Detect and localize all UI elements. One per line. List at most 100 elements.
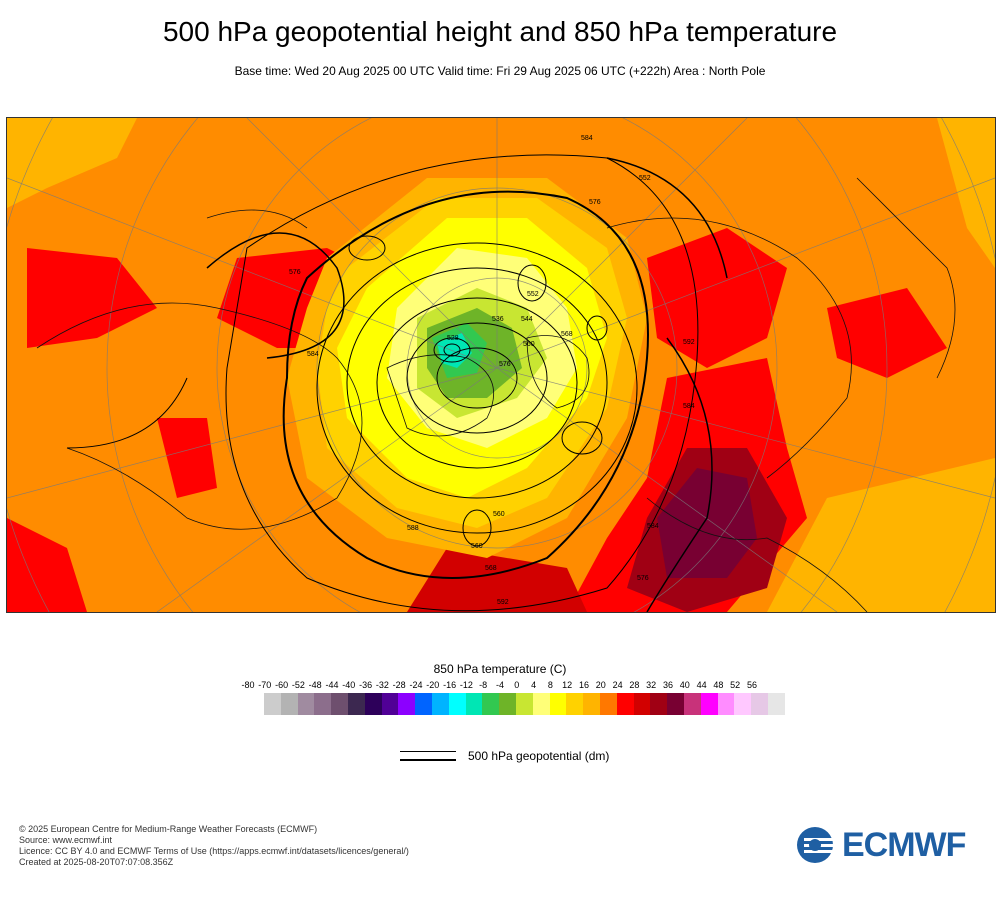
colorbar-swatch <box>532 693 550 715</box>
colorbar-tick-label: 56 <box>746 680 757 690</box>
colorbar-swatch <box>347 693 365 715</box>
legend-title: 850 hPa temperature (C) <box>433 662 567 676</box>
colorbar-tick-label: -24 <box>409 680 423 690</box>
contour-label: 576 <box>637 575 649 582</box>
colorbar-swatch <box>583 693 600 715</box>
temperature-field <box>7 118 995 612</box>
colorbar-swatch <box>717 693 735 715</box>
colorbar-tick-label: 16 <box>578 680 589 690</box>
contour-label: 584 <box>647 523 659 530</box>
colorbar-swatch <box>264 693 281 715</box>
colorbar-tick-label: 36 <box>662 680 673 690</box>
contour-label: 568 <box>485 565 497 572</box>
colorbar-tick-label: 48 <box>713 680 724 690</box>
temperature-colorbar: -80 -70 -60 -52 -48 -44 -40 -36 -32 -28 -24 -20 -16-… <box>241 680 785 720</box>
colorbar-swatch <box>734 693 752 715</box>
chart-title: 500 hPa geopotential height and 850 hPa … <box>162 16 838 47</box>
colorbar-tick-label: 52 <box>730 680 741 690</box>
licence-text: Licence: CC BY 4.0 and ECMWF Terms of Us… <box>19 846 409 856</box>
colorbar-swatch <box>700 693 718 715</box>
contour-label: 576 <box>499 361 511 368</box>
colorbar-tick-label: -12 <box>459 680 473 690</box>
colorbar-swatch <box>751 693 768 715</box>
colorbar-swatch <box>398 693 416 715</box>
colorbar-swatch <box>515 693 533 715</box>
weather-map: 528 536 544 552 560 568 576 584 592 552 … <box>6 117 996 613</box>
contour-label: 544 <box>521 316 533 323</box>
contour-label: 536 <box>492 316 504 323</box>
colorbar-tick-label: 40 <box>679 680 690 690</box>
colorbar-swatch <box>331 693 348 715</box>
colorbar-tick-label: 32 <box>646 680 657 690</box>
contour-label: 568 <box>561 331 573 338</box>
colorbar-tick-label: 44 <box>696 680 707 690</box>
colorbar-tick-label: 4 <box>531 680 537 690</box>
colorbar-tick-label: -28 <box>392 680 406 690</box>
colorbar-tick-label: -32 <box>375 680 389 690</box>
colorbar-swatch <box>381 693 399 715</box>
contour-label: 528 <box>447 335 459 342</box>
copyright-text: © 2025 European Centre for Medium-Range … <box>19 824 318 834</box>
credits: © 2025 European Centre for Medium-Range … <box>19 824 409 868</box>
colorbar-tick-label: -8 <box>479 680 488 690</box>
contour-labels: 528 536 544 552 560 568 576 584 592 552 … <box>289 135 695 606</box>
contour-label: 560 <box>471 543 483 550</box>
colorbar-swatch <box>599 693 617 715</box>
colorbar-swatch <box>431 693 449 715</box>
geopotential-contours <box>66 154 728 612</box>
created-text: Created at 2025-08-20T07:07:08.356Z <box>19 857 174 867</box>
ecmwf-logo-text: ECMWF <box>842 826 966 864</box>
colorbar-swatch <box>667 693 684 715</box>
contour-label: 584 <box>581 135 593 142</box>
colorbar-swatch <box>448 693 466 715</box>
colorbar-tick-label: 12 <box>562 680 573 690</box>
colorbar-swatch <box>650 693 668 715</box>
colorbar-swatch <box>465 693 483 715</box>
colorbar-tick-label: 8 <box>547 680 553 690</box>
colorbar-swatch <box>767 693 785 715</box>
contour-label: 584 <box>307 351 319 358</box>
colorbar-tick-label: 28 <box>629 680 640 690</box>
colorbar-tick-label: 20 <box>595 680 606 690</box>
colorbar-tick-label: -36 <box>359 680 373 690</box>
source-text: Source: www.ecmwf.int <box>19 835 113 845</box>
graticule <box>7 118 995 612</box>
colorbar-tick-label: -80 <box>241 680 255 690</box>
colorbar-swatch <box>499 693 516 715</box>
colorbar-tick-label: -16 <box>443 680 457 690</box>
colorbar-tick-label: 0 <box>514 680 520 690</box>
colorbar-swatch <box>314 693 332 715</box>
ecmwf-logo: ECMWF <box>796 826 986 864</box>
contour-label: 592 <box>683 339 695 346</box>
colorbar-tick-label: 24 <box>612 680 623 690</box>
colorbar-tick-label: -20 <box>426 680 440 690</box>
contour-label: 576 <box>289 269 301 276</box>
contour-label: 588 <box>407 525 419 532</box>
colorbar-swatches <box>264 693 785 715</box>
contour-label: 560 <box>493 511 505 518</box>
coastlines <box>36 177 956 612</box>
colorbar-tick-label: -48 <box>308 680 322 690</box>
colorbar-tick-label: -4 <box>495 680 504 690</box>
colorbar-swatch <box>364 693 382 715</box>
colorbar-swatch <box>280 693 298 715</box>
geopotential-legend: 500 hPa geopotential (dm) <box>400 748 660 768</box>
contour-label: 552 <box>527 291 539 298</box>
contour-label: 584 <box>683 403 695 410</box>
colorbar-swatch <box>566 693 584 715</box>
colorbar-swatch <box>415 693 432 715</box>
colorbar-tick-label: -40 <box>342 680 356 690</box>
colorbar-tick-label: -44 <box>325 680 339 690</box>
contour-label: 560 <box>523 341 535 348</box>
chart-subtitle: Base time: Wed 20 Aug 2025 00 UTC Valid … <box>234 64 766 78</box>
colorbar-tick-label: -60 <box>275 680 289 690</box>
contour-label: 552 <box>639 175 651 182</box>
geopotential-legend-label: 500 hPa geopotential (dm) <box>468 749 610 763</box>
colorbar-swatch <box>482 693 500 715</box>
colorbar-swatch <box>616 693 634 715</box>
contour-label: 576 <box>589 199 601 206</box>
colorbar-swatch <box>297 693 315 715</box>
thin-line-sample <box>400 751 456 752</box>
ecmwf-logo-mark <box>797 827 840 863</box>
colorbar-tick-label: -52 <box>291 680 305 690</box>
